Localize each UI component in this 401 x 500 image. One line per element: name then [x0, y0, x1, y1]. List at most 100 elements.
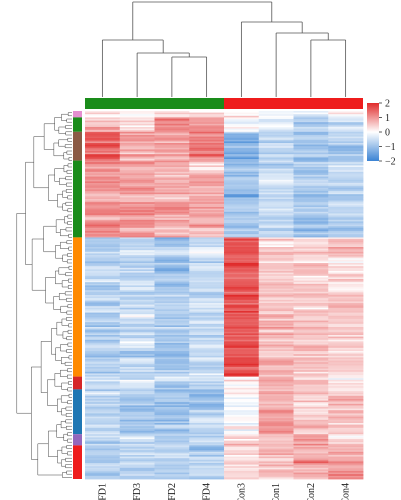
heatmap-cell [293, 179, 329, 182]
heatmap-cell [189, 381, 225, 384]
heatmap-cell [328, 381, 364, 384]
heatmap-cell [224, 359, 260, 361]
heatmap-cell [258, 475, 294, 478]
heatmap-cell [189, 384, 225, 387]
row-cluster-segment [73, 117, 82, 132]
heatmap-cell [85, 146, 121, 149]
heatmap-cell [293, 290, 329, 293]
heatmap-cell [258, 136, 294, 139]
heatmap-cell [119, 279, 155, 281]
color-legend: 210−1−2 [367, 99, 396, 168]
heatmap-cell [224, 167, 260, 169]
heatmap-cell [85, 144, 121, 147]
heatmap-cell [224, 426, 260, 429]
heatmap-cell [85, 464, 121, 467]
heatmap-cell [258, 427, 294, 430]
heatmap-cell [154, 277, 190, 280]
heatmap-cell [328, 466, 364, 469]
heatmap-cell [224, 373, 260, 376]
heatmap-cell [258, 474, 294, 477]
heatmap-cell [85, 461, 121, 464]
heatmap-cell [85, 199, 121, 201]
heatmap-cell [154, 200, 190, 203]
heatmap-cell [293, 122, 329, 125]
heatmap-cell [85, 266, 121, 269]
heatmap-cell [189, 311, 225, 313]
heatmap-cell [293, 367, 329, 369]
heatmap-cell [189, 352, 225, 355]
heatmap-cell [189, 272, 225, 275]
heatmap-cell [328, 451, 364, 454]
heatmap-cell [119, 160, 155, 163]
heatmap-cell [328, 197, 364, 200]
heatmap-cell [293, 223, 329, 225]
heatmap-cell [189, 202, 225, 205]
heatmap-cell [224, 216, 260, 219]
heatmap-cell [224, 432, 260, 435]
heatmap-cell [328, 319, 364, 321]
heatmap-cell [85, 410, 121, 413]
heatmap-cell [189, 192, 225, 195]
heatmap-cell [119, 192, 155, 195]
heatmap-cell [293, 111, 329, 113]
heatmap-cell [258, 413, 294, 416]
group-bar-con [224, 98, 363, 109]
heatmap-cell [85, 234, 121, 237]
heatmap-cell [293, 227, 329, 230]
heatmap-cell [293, 341, 329, 344]
heatmap-cell [328, 343, 364, 345]
heatmap-cell [328, 210, 364, 213]
heatmap-cell [85, 120, 121, 123]
heatmap-cell [258, 477, 294, 480]
heatmap-cell [258, 451, 294, 454]
heatmap-cell [328, 418, 364, 421]
heatmap-cell [154, 453, 190, 456]
heatmap-cell [119, 299, 155, 302]
heatmap-cell [85, 328, 121, 331]
heatmap-cell [224, 410, 260, 413]
heatmap-cell [189, 123, 225, 126]
heatmap-cell [154, 474, 190, 477]
heatmap-cell [293, 306, 329, 309]
heatmap-cell [85, 256, 121, 259]
heatmap-cell [119, 418, 155, 421]
heatmap-cell [189, 397, 225, 400]
heatmap-cell [293, 386, 329, 389]
heatmap-cell [328, 234, 364, 237]
heatmap-cell [85, 152, 121, 155]
heatmap-cell [154, 442, 190, 445]
heatmap-cell [224, 245, 260, 248]
heatmap-cell [154, 464, 190, 467]
heatmap-cell [154, 234, 190, 237]
heatmap-cell [189, 419, 225, 422]
heatmap-cell [293, 194, 329, 197]
heatmap-cell [258, 323, 294, 326]
heatmap-cell [293, 477, 329, 480]
heatmap-cell [258, 127, 294, 129]
heatmap-cell [328, 434, 364, 437]
heatmap-cell [224, 303, 260, 305]
heatmap-cell [258, 319, 294, 321]
heatmap-cell [119, 363, 155, 366]
heatmap-cell [328, 122, 364, 125]
heatmap-cell [258, 154, 294, 157]
heatmap-cell [293, 187, 329, 190]
heatmap-cell [189, 472, 225, 475]
heatmap-cell [154, 274, 190, 277]
heatmap-cell [293, 152, 329, 155]
heatmap-cell [154, 475, 190, 478]
heatmap-cell [154, 312, 190, 315]
heatmap-cell [154, 303, 190, 305]
heatmap-cell [85, 450, 121, 453]
heatmap-cell [328, 163, 364, 166]
heatmap-cell [328, 416, 364, 419]
heatmap-cell [258, 395, 294, 398]
heatmap-cell [328, 360, 364, 363]
heatmap-cell [154, 279, 190, 281]
heatmap-cell [224, 123, 260, 126]
heatmap-cell [85, 162, 121, 165]
heatmap-cell [154, 367, 190, 369]
heatmap-cell [85, 367, 121, 369]
heatmap-cell [258, 397, 294, 400]
heatmap-cell [293, 317, 329, 320]
